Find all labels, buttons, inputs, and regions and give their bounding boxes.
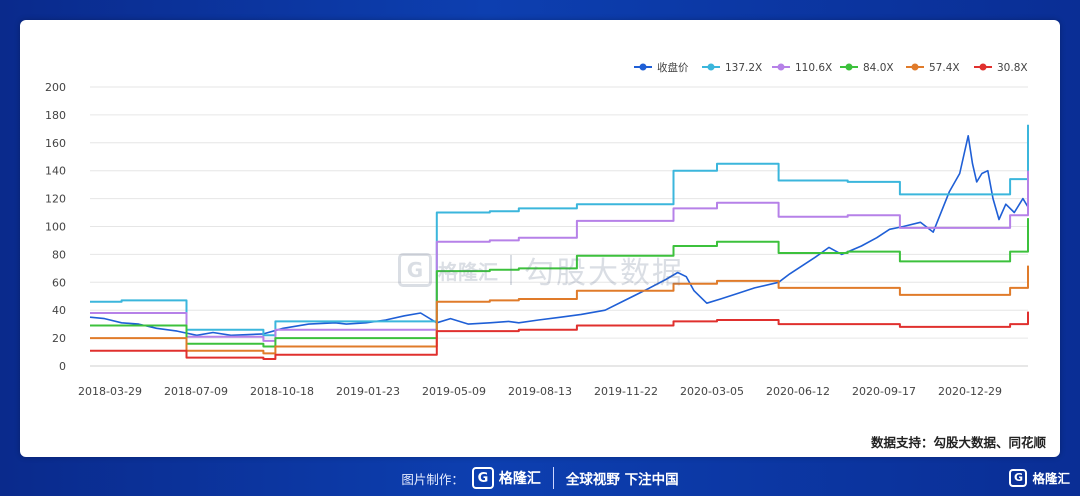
legend-label: 137.2X [725,62,762,74]
series-line-1 [90,124,1029,337]
y-tick-label: 100 [45,221,66,234]
footer-brand: 格隆汇 [498,471,541,487]
series-lines [89,124,1029,360]
y-tick-label: 0 [59,360,66,373]
legend-label: 84.0X [863,62,894,74]
chart-card: 0 20 40 60 80 100 120 140 160 180 200 2018-03-29 20… [20,20,1060,457]
footer-slogan: 全球视野 下注中国 [565,472,679,488]
x-tick-label: 2019-08-13 [508,385,572,398]
legend-label: 收盘价 [657,61,689,74]
data-source-note: 数据支持：勾股大数据、同花顺 [870,435,1046,450]
legend-marker [777,63,785,71]
footer-label: 图片制作： [401,471,464,487]
y-tick-label: 160 [45,137,66,150]
y-tick-label: 60 [52,276,66,289]
corner-brand: G 格隆汇 [1009,468,1070,487]
x-tick-label: 2019-05-09 [422,385,486,398]
series-line-3 [90,218,1029,348]
footer-divider [552,467,554,489]
legend-marker [707,63,715,71]
series-line-0 [89,135,1029,337]
y-axis: 0 20 40 60 80 100 120 140 160 180 200 [45,81,66,373]
gridlines [90,86,1028,367]
legend: 收盘价 137.2X 110.6X 84.0X 57.4X 30.8X [634,61,1028,74]
x-axis: 2018-03-29 2018-07-09 2018-10-18 2019-01-23… [78,365,1028,398]
x-tick-label: 2019-11-22 [594,385,658,398]
footer: 图片制作： G 格隆汇 全球视野 下注中国 [0,460,1080,496]
legend-marker [845,63,853,71]
y-tick-label: 200 [45,81,66,94]
y-tick-label: 180 [45,109,66,122]
y-tick-label: 80 [52,248,66,261]
corner-logo-icon: G [1009,468,1028,487]
x-tick-label: 2020-03-05 [680,385,744,398]
y-tick-label: 120 [45,193,66,206]
x-tick-label: 2020-09-17 [852,385,916,398]
legend-label: 110.6X [795,62,832,74]
corner-brand-name: 格隆汇 [1032,471,1070,486]
footer-logo-icon: G [471,467,494,489]
legend-marker [639,63,647,71]
series-line-4 [90,265,1029,355]
x-tick-label: 2019-01-23 [336,385,400,398]
legend-label: 57.4X [929,62,960,74]
series-line-5 [90,311,1029,360]
x-tick-label: 2018-03-29 [78,385,142,398]
x-tick-label: 2018-10-18 [250,385,314,398]
legend-label: 30.8X [997,62,1028,74]
x-tick-label: 2018-07-09 [164,385,228,398]
series-line-2 [90,170,1029,342]
legend-marker [911,63,919,71]
y-tick-label: 140 [45,165,66,178]
legend-marker [979,63,987,71]
y-tick-label: 40 [52,304,66,317]
y-tick-label: 20 [52,332,66,345]
x-tick-label: 2020-12-29 [938,385,1002,398]
x-tick-label: 2020-06-12 [766,385,830,398]
